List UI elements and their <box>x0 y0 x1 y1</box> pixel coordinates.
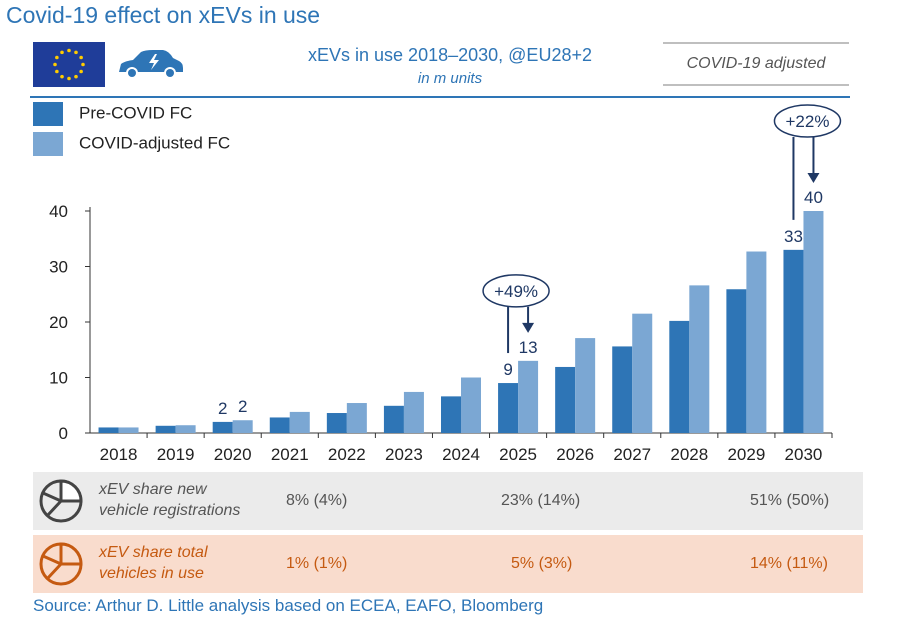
annotation-arrow-head <box>522 322 535 333</box>
bar-covid-adjusted-2024 <box>461 377 481 433</box>
legend-label-covid-adjusted: COVID-adjusted FC <box>79 133 231 153</box>
x-tick-label: 2029 <box>727 445 765 464</box>
y-tick-label: 0 <box>59 424 68 443</box>
x-tick-label: 2028 <box>670 445 708 464</box>
x-tick-label: 2022 <box>328 445 366 464</box>
data-label: 13 <box>519 338 538 357</box>
row-label-line: xEV share new <box>99 481 207 498</box>
bar-pre-covid-2027 <box>612 346 633 433</box>
bar-covid-adjusted-2023 <box>403 391 424 433</box>
bar-pre-covid-2025 <box>498 383 519 433</box>
bar-pre-covid-2029 <box>726 289 747 433</box>
row-value-2020: 1% (1%) <box>286 555 348 572</box>
legend-item-pre-covid: Pre-COVID FC <box>33 102 192 126</box>
row-label-line: xEV share total <box>99 544 208 561</box>
row-label-line: vehicles in use <box>99 565 204 582</box>
header-divider <box>30 96 850 98</box>
bar-pre-covid-2028 <box>669 320 690 433</box>
row-label-line: vehicle registrations <box>99 502 241 519</box>
bar-pre-covid-2030 <box>783 249 804 433</box>
data-label: 2 <box>218 399 227 418</box>
data-label: 2 <box>238 397 247 416</box>
x-tick-label: 2019 <box>157 445 195 464</box>
row-label: xEV share new vehicle registrations <box>99 479 240 521</box>
bar-pre-covid-2022 <box>326 413 347 433</box>
bar-covid-adjusted-2030 <box>803 211 824 433</box>
bar-pre-covid-2021 <box>269 417 290 433</box>
y-tick-label: 30 <box>49 258 68 277</box>
electric-car-icon <box>115 48 185 82</box>
row-value-2025: 23% (14%) <box>501 492 581 509</box>
bar-pre-covid-2018 <box>98 427 119 433</box>
legend-item-covid-adjusted: COVID-adjusted FC <box>33 132 230 156</box>
x-tick-label: 2023 <box>385 445 423 464</box>
growth-annotation-ellipse <box>773 104 842 138</box>
legend-swatch-covid-adjusted <box>33 132 63 156</box>
bar-covid-adjusted-2020 <box>232 420 253 433</box>
eu-flag-icon <box>33 42 105 87</box>
bar-covid-adjusted-2022 <box>346 403 367 433</box>
bar-pre-covid-2026 <box>555 366 576 433</box>
source-note: Source: Arthur D. Little analysis based … <box>33 596 544 615</box>
y-tick-label: 20 <box>49 313 68 332</box>
y-tick-label: 10 <box>49 369 68 388</box>
units-label: in m units <box>417 70 483 87</box>
x-tick-label: 2020 <box>214 445 252 464</box>
share-vehicles-in-use-row: xEV share total vehicles in use 1% (1%) … <box>33 535 863 593</box>
data-label: 33 <box>784 227 803 246</box>
bar-covid-adjusted-2028 <box>689 285 710 433</box>
row-label: xEV share total vehicles in use <box>99 542 208 584</box>
legend-label-pre-covid: Pre-COVID FC <box>79 103 193 123</box>
x-tick-label: 2021 <box>271 445 309 464</box>
covid-adjusted-badge: COVID-19 adjusted <box>663 42 849 86</box>
bar-pre-covid-2020 <box>212 421 233 433</box>
bar-covid-adjusted-2018 <box>118 427 139 433</box>
growth-annotation-label: +22% <box>785 112 829 131</box>
growth-annotation-ellipse <box>482 274 550 308</box>
chart-subtitle: xEVs in use 2018–2030, @EU28+2 <box>308 45 592 65</box>
share-new-registrations-row: xEV share new vehicle registrations 8% (… <box>33 472 863 530</box>
x-tick-label: 2018 <box>100 445 138 464</box>
bar-covid-adjusted-2021 <box>289 411 310 433</box>
bar-covid-adjusted-2026 <box>575 338 596 433</box>
page-title: Covid-19 effect on xEVs in use <box>6 2 321 28</box>
bar-covid-adjusted-2019 <box>175 425 196 433</box>
data-label: 40 <box>804 188 823 207</box>
legend-swatch-pre-covid <box>33 102 63 126</box>
data-label: 9 <box>503 360 512 379</box>
row-value-2020: 8% (4%) <box>286 492 348 509</box>
row-value-2025: 5% (3%) <box>511 555 573 572</box>
bar-pre-covid-2023 <box>383 405 404 433</box>
bar-covid-adjusted-2029 <box>746 251 767 433</box>
annotation-arrow-head <box>807 173 820 183</box>
pie-chart-icon <box>39 479 83 523</box>
bar-pre-covid-2019 <box>155 425 176 433</box>
growth-annotation-label: +49% <box>494 282 538 301</box>
x-tick-label: 2026 <box>556 445 594 464</box>
row-value-2030: 14% (11%) <box>750 555 828 572</box>
bar-pre-covid-2024 <box>441 396 461 433</box>
row-value-2030: 51% (50%) <box>750 492 830 509</box>
x-tick-label: 2027 <box>613 445 651 464</box>
x-tick-label: 2024 <box>442 445 480 464</box>
bar-covid-adjusted-2025 <box>518 360 539 433</box>
x-tick-label: 2025 <box>499 445 537 464</box>
y-tick-label: 40 <box>49 202 68 221</box>
bar-covid-adjusted-2027 <box>632 313 653 433</box>
pie-chart-icon <box>39 542 83 586</box>
x-tick-label: 2030 <box>785 445 823 464</box>
